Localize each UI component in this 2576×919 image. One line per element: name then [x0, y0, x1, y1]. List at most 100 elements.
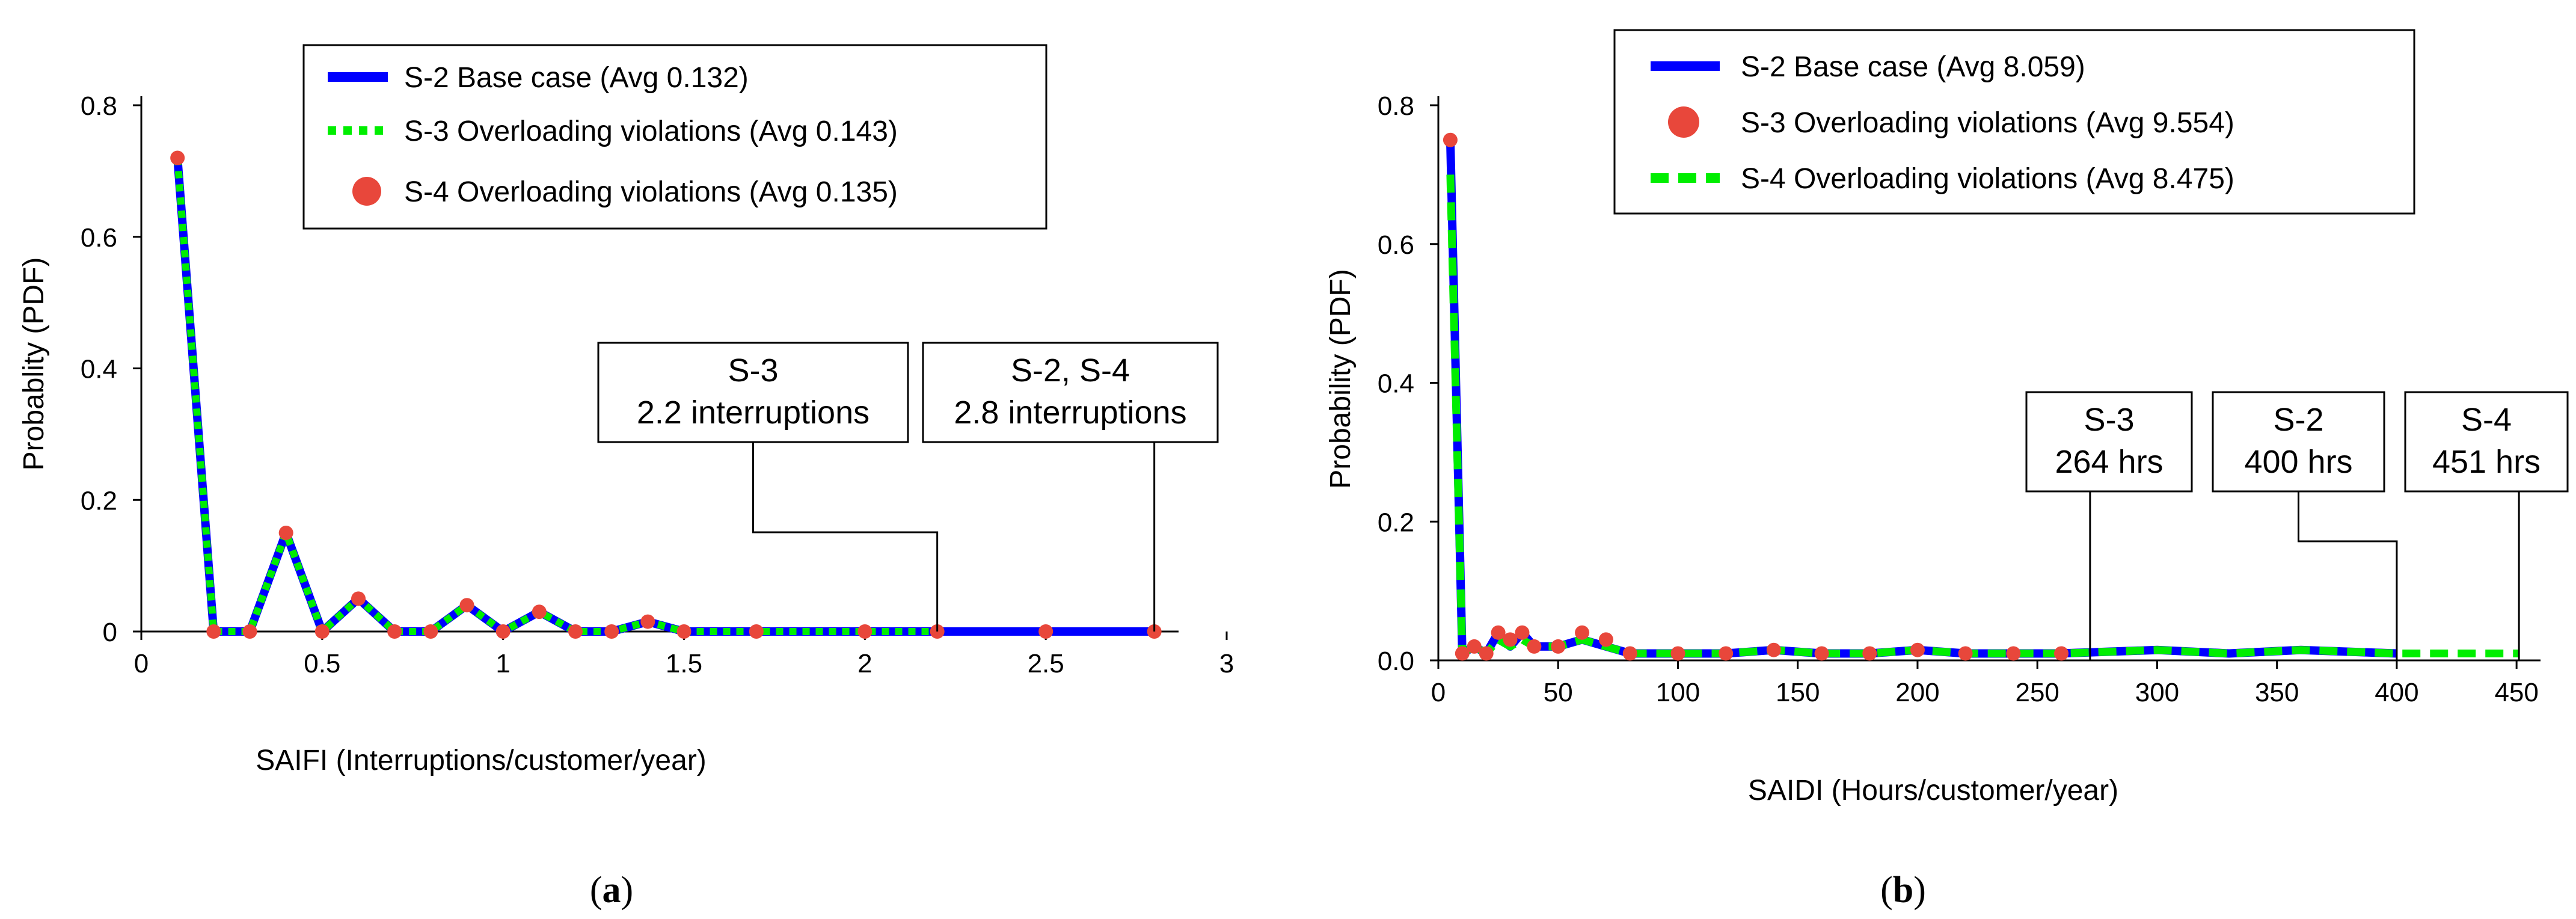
panel-b-annotation-box — [2404, 391, 2569, 493]
panel-b-series-1-point — [1862, 646, 1877, 661]
panel-a-legend-label-s4: S-4 Overloading violations (Avg 0.135) — [404, 176, 898, 208]
panel-a-annotation-1: S-2, S-4 2.8 interruptions — [922, 342, 1219, 632]
panel-b-x-tick-label: 350 — [2255, 678, 2299, 707]
panel-a-legend-box — [302, 44, 1047, 230]
panel-b-legend-box — [1613, 29, 2415, 215]
panel-b-annotation-1: S-2 400 hrs — [2212, 391, 2398, 660]
panel-a-series-2-point — [242, 624, 257, 639]
panel-b-y-tick-label: 0.8 — [1378, 91, 1414, 121]
panel-b-series-1-point — [1719, 646, 1734, 661]
panel-b-annotation-box — [2025, 391, 2193, 493]
panel-b-series-1-point — [1455, 646, 1470, 661]
chart-panel-b: 0 50 100 150 200 250 300 350 400 450 0.0 0.2 0.4 0.6… — [1325, 29, 2569, 911]
panel-b-series-2-line — [1446, 174, 2519, 657]
panel-b-x-tick-label: 50 — [1544, 678, 1573, 707]
panel-a-series-2-point — [676, 624, 692, 639]
panel-a-y-tick-label: 0 — [103, 618, 117, 647]
panel-a-legend: S-2 Base case (Avg 0.132) S-3 Overloadin… — [302, 44, 1047, 230]
panel-b-series-1-point — [1443, 132, 1458, 147]
chart-panel-a: 0 0.5 1 1.5 2 2.5 3 0 0.2 0.4 0.6 0.8 S-3 2.2 inter… — [18, 44, 1234, 911]
panel-a-y-tick-label: 0.8 — [81, 91, 117, 121]
panel-b-annotation-text: S-4 — [2461, 402, 2512, 438]
panel-a-series-2-point — [387, 624, 402, 639]
panel-a-series-2-point — [1038, 624, 1053, 639]
panel-a-y-tick-label: 0.6 — [81, 223, 117, 253]
panel-a-series-2-point — [314, 624, 330, 639]
panel-a-annotation-text: 2.8 interruptions — [954, 395, 1186, 431]
panel-a-x-tick-label: 2 — [857, 649, 872, 678]
panel-a-x-axis-title: SAIFI (Interruptions/customer/year) — [256, 745, 707, 776]
panel-b-x-tick-label: 300 — [2135, 678, 2179, 707]
panel-b-series-1-point — [1622, 646, 1637, 661]
panel-b-annotation-leader — [2298, 491, 2398, 660]
panel-a-x-tick-label: 1 — [495, 649, 510, 678]
panel-b-x-tick-label: 400 — [2375, 678, 2418, 707]
panel-b-annotation-2: S-4 451 hrs — [2404, 391, 2569, 660]
panel-b-series-1-point — [1598, 632, 1613, 647]
panel-a-annotation-leader — [752, 442, 939, 632]
panel-b-legend-label-s4: S-4 Overloading violations (Avg 8.475) — [1741, 163, 2234, 195]
panel-b-series-1-point — [1766, 642, 1781, 657]
panel-b-series-1-point — [1958, 646, 1973, 661]
panel-a-annotation-text: 2.2 interruptions — [637, 395, 869, 431]
panel-a-x-tick-label: 1.5 — [666, 649, 702, 678]
panel-b-series-1-point — [2054, 646, 2069, 661]
panel-a-series-2-point — [640, 614, 655, 629]
panel-b-series-1-point — [1491, 625, 1506, 640]
panel-b-series-1-point — [1670, 646, 1685, 661]
panel-a-x-tick-label: 0.5 — [304, 649, 340, 678]
panel-b-annotation-text: 264 hrs — [2055, 444, 2163, 480]
panel-b-annotation-text: 400 hrs — [2244, 444, 2352, 480]
panel-a-y-tick-label: 0.4 — [81, 355, 117, 384]
panel-a-series-2-point — [532, 604, 547, 619]
panel-b-series-1-point — [1503, 632, 1518, 647]
panel-a-legend-label-s3: S-3 Overloading violations (Avg 0.143) — [404, 115, 898, 147]
panel-a-annotation-box — [922, 342, 1219, 443]
panel-a-series-2-point — [857, 624, 872, 639]
panel-b-legend-label-s3: S-3 Overloading violations (Avg 9.554) — [1741, 107, 2234, 139]
panel-a-series-2-point — [351, 591, 366, 606]
panel-a-legend-swatch-s4 — [352, 177, 381, 206]
panel-b-annotation-text: S-2 — [2273, 402, 2323, 438]
panel-b-series-1-point — [1814, 646, 1829, 661]
panel-a-series-2-point — [206, 624, 221, 639]
panel-b-series-1-point — [1527, 639, 1542, 654]
panel-a-y-axis-title: Probablity (PDF) — [18, 257, 50, 471]
panel-b-y-axis-title: Probability (PDF) — [1325, 269, 1357, 488]
panel-b-y-tick-label: 0.0 — [1378, 647, 1414, 676]
panel-b-x-tick-label: 200 — [1895, 678, 1939, 707]
panel-a-series-2-point — [459, 598, 474, 613]
panel-b-series-1-point — [2006, 646, 2021, 661]
panel-b-x-axis-title: SAIDI (Hours/customer/year) — [1748, 775, 2118, 807]
panel-b-series-1-point — [1479, 646, 1494, 661]
panel-a-legend-label-s2: S-2 Base case (Avg 0.132) — [404, 62, 749, 94]
panel-a-y-tick-label: 0.2 — [81, 486, 117, 515]
panel-a-series-2-point — [749, 624, 764, 639]
panel-b-series-1-point — [1575, 625, 1590, 640]
panel-a-label-letter: a — [603, 870, 621, 911]
panel-b-annotation-text: S-3 — [2084, 402, 2134, 438]
panel-a-series-2-point — [278, 525, 293, 540]
panel-a-series-2-point — [604, 624, 619, 639]
panel-a-series-2-point — [495, 624, 511, 639]
panel-a-x-tick-label: 3 — [1219, 649, 1234, 678]
panel-b-legend-swatch-s3 — [1668, 106, 1699, 138]
panel-b-x-tick-label: 100 — [1656, 678, 1700, 707]
panel-b-y-tick-label: 0.4 — [1378, 369, 1414, 399]
panel-b-series-1-point — [1551, 639, 1566, 654]
panel-b-x-tick-label: 0 — [1431, 678, 1446, 707]
panel-a-x-tick-label: 0 — [134, 649, 149, 678]
panel-b-x-tick-label: 250 — [2015, 678, 2059, 707]
panel-a-label: (a) — [590, 870, 633, 911]
panel-b-series-1-point — [1515, 625, 1530, 640]
panel-b-series-1-point — [1467, 639, 1482, 654]
panel-a-annotation-text: S-3 — [728, 352, 778, 389]
panel-b-annotation-box — [2212, 391, 2385, 493]
panel-a-annotation-text: S-2, S-4 — [1011, 352, 1130, 389]
panel-b-y-tick-label: 0.6 — [1378, 230, 1414, 260]
panel-b-series-1-point — [1910, 642, 1925, 657]
panel-a-series-1-line — [174, 158, 937, 635]
panel-a-series-2-point — [170, 150, 185, 165]
panel-b-legend: S-2 Base case (Avg 8.059) S-3 Overloadin… — [1613, 29, 2415, 215]
